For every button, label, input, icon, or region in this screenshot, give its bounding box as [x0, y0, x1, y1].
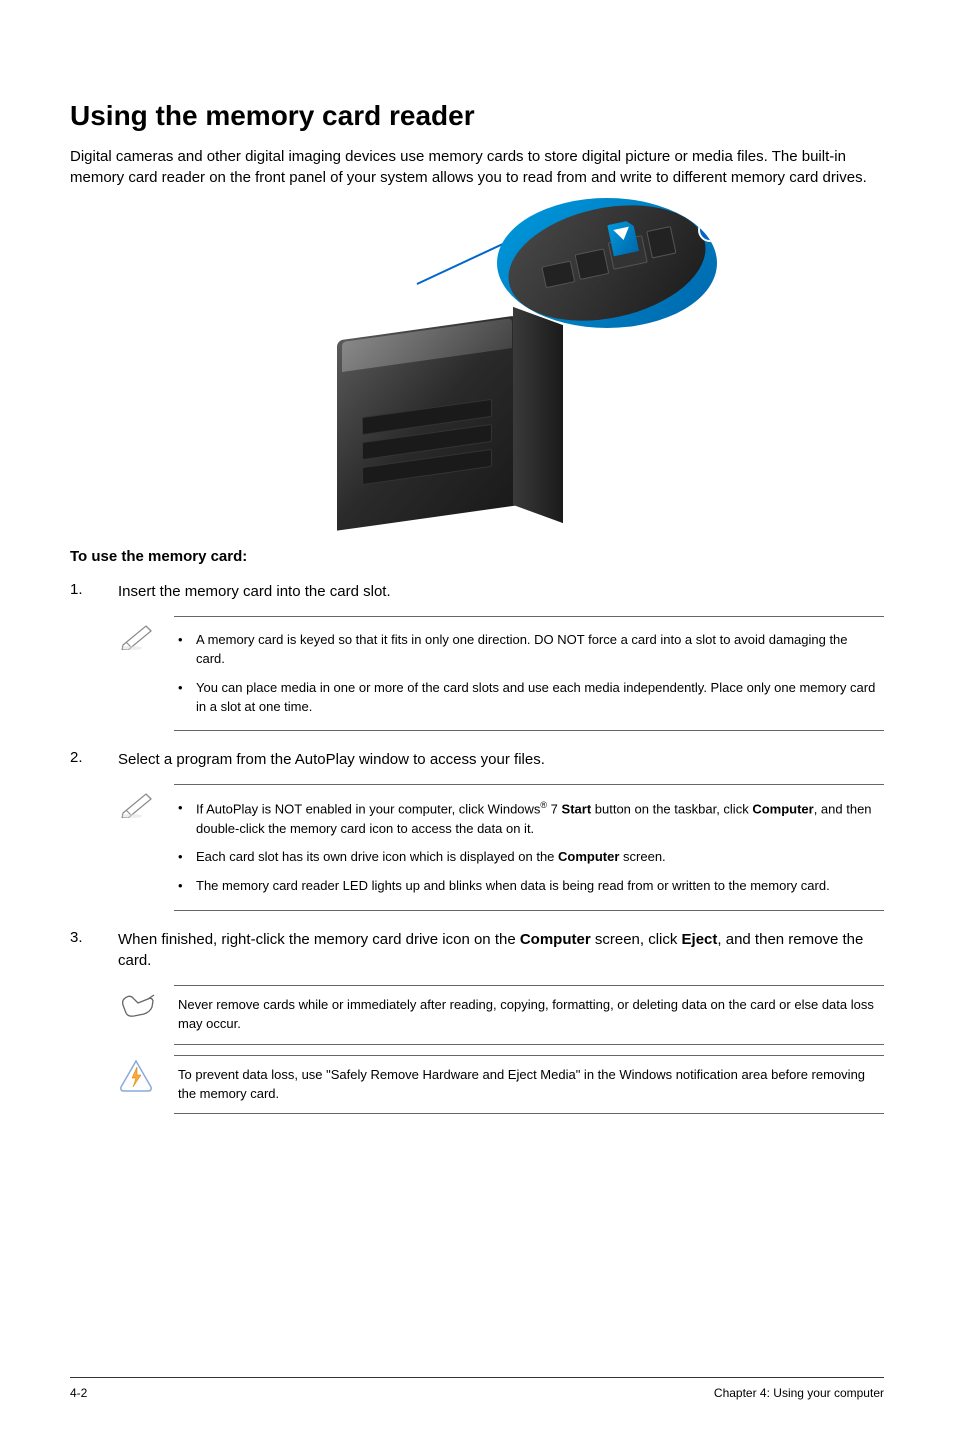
pencil-icon	[118, 788, 158, 818]
step-1: 1. Insert the memory card into the card …	[70, 581, 884, 602]
text-span: Each card slot has its own drive icon wh…	[196, 849, 558, 864]
bullet-dot: •	[178, 679, 196, 717]
note-content: • If AutoPlay is NOT enabled in your com…	[174, 784, 884, 911]
bullet-dot: •	[178, 631, 196, 669]
step-text: Select a program from the AutoPlay windo…	[118, 749, 884, 770]
text-span: If AutoPlay is NOT enabled in your compu…	[196, 802, 540, 817]
note-block-1: • A memory card is keyed so that it fits…	[118, 616, 884, 731]
bullet-text: If AutoPlay is NOT enabled in your compu…	[196, 799, 880, 838]
callout-badge-1: 1	[698, 218, 717, 242]
page-footer: 4-2 Chapter 4: Using your computer	[70, 1377, 884, 1400]
callout-bubble: 1	[497, 198, 717, 328]
chapter-label: Chapter 4: Using your computer	[714, 1386, 884, 1400]
bullet-text: Each card slot has its own drive icon wh…	[196, 848, 880, 867]
step-3: 3. When finished, right-click the memory…	[70, 929, 884, 971]
note-icon-column	[118, 985, 174, 1045]
bold-span: Computer	[752, 802, 813, 817]
bullet-item: • Each card slot has its own drive icon …	[178, 848, 880, 867]
card-reader-closeup	[498, 198, 716, 328]
bullet-text: The memory card reader LED lights up and…	[196, 877, 880, 896]
page-number: 4-2	[70, 1386, 87, 1400]
step-number: 3.	[70, 929, 118, 971]
tower-side	[513, 307, 563, 523]
card-slot	[646, 226, 676, 259]
note-icon-column	[118, 784, 174, 911]
text-span: button on the taskbar, click	[591, 802, 752, 817]
note-icon-column	[118, 1055, 174, 1115]
note-content: To prevent data loss, use "Safely Remove…	[174, 1055, 884, 1115]
note-text: Never remove cards while or immediately …	[178, 996, 880, 1034]
step-text: When finished, right-click the memory ca…	[118, 929, 884, 971]
text-span: screen, click	[591, 931, 682, 948]
bullet-item: • You can place media in one or more of …	[178, 679, 880, 717]
bullet-dot: •	[178, 877, 196, 896]
pencil-icon	[118, 620, 158, 650]
note-block-4: To prevent data loss, use "Safely Remove…	[118, 1055, 884, 1115]
note-icon-column	[118, 616, 174, 731]
bold-span: Computer	[558, 849, 619, 864]
bullet-dot: •	[178, 799, 196, 838]
bullet-item: • If AutoPlay is NOT enabled in your com…	[178, 799, 880, 838]
step-2: 2. Select a program from the AutoPlay wi…	[70, 749, 884, 770]
device-figure: 1	[70, 208, 884, 518]
note-content: • A memory card is keyed so that it fits…	[174, 616, 884, 731]
note-block-3: Never remove cards while or immediately …	[118, 985, 884, 1045]
hand-pointing-icon	[118, 989, 158, 1021]
intro-paragraph: Digital cameras and other digital imagin…	[70, 146, 884, 188]
bullet-item: • A memory card is keyed so that it fits…	[178, 631, 880, 669]
bold-span: Computer	[520, 931, 591, 948]
text-span: 7	[547, 802, 561, 817]
bullet-item: • The memory card reader LED lights up a…	[178, 877, 880, 896]
bullet-text: A memory card is keyed so that it fits i…	[196, 631, 880, 669]
step-text: Insert the memory card into the card slo…	[118, 581, 884, 602]
text-span: When finished, right-click the memory ca…	[118, 931, 520, 948]
text-span: screen.	[619, 849, 665, 864]
bold-span: Eject	[682, 931, 718, 948]
lightning-icon	[118, 1059, 154, 1095]
bullet-text: You can place media in one or more of th…	[196, 679, 880, 717]
note-content: Never remove cards while or immediately …	[174, 985, 884, 1045]
procedure-heading: To use the memory card:	[70, 548, 884, 565]
note-text: To prevent data loss, use "Safely Remove…	[178, 1066, 880, 1104]
note-block-2: • If AutoPlay is NOT enabled in your com…	[118, 784, 884, 911]
page-heading: Using the memory card reader	[70, 100, 884, 132]
step-number: 1.	[70, 581, 118, 602]
bold-span: Start	[562, 802, 592, 817]
card-slot	[541, 260, 575, 288]
step-number: 2.	[70, 749, 118, 770]
card-slot	[575, 248, 610, 280]
device-illustration: 1	[267, 208, 687, 518]
bullet-dot: •	[178, 848, 196, 867]
